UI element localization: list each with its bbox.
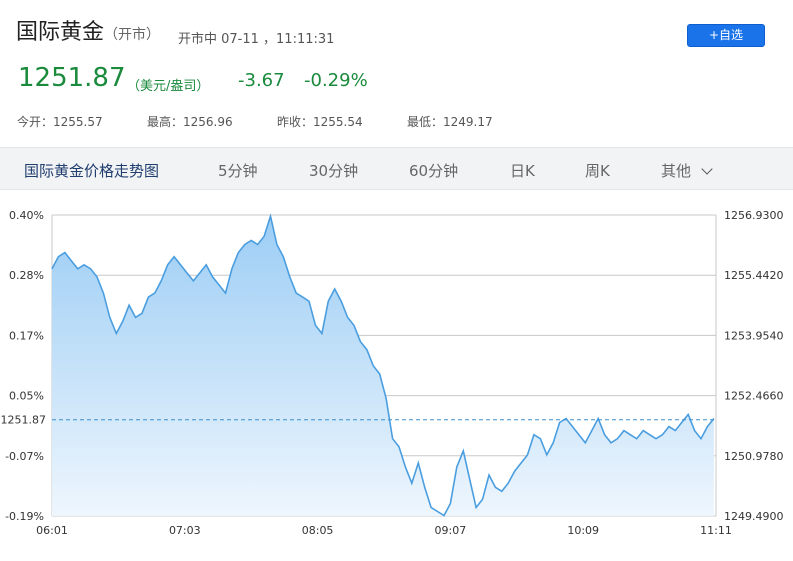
price-area-fill	[52, 216, 714, 516]
tab-other-label: 其他	[661, 162, 692, 180]
current-price: 1251.87	[18, 63, 126, 93]
y-left-tick-label: 0.40%	[9, 209, 44, 222]
y-left-tick-label: -0.19%	[5, 510, 44, 523]
price-change: -3.67	[238, 70, 285, 91]
tab-60min[interactable]: 60分钟	[409, 162, 459, 180]
price-unit: （美元/盎司）	[127, 79, 210, 94]
stat-high: 最高：1256.96	[147, 115, 233, 129]
market-state-label: （开市）	[104, 27, 161, 43]
current-price-marker-label: 1251.87	[1, 414, 47, 427]
stat-prev-close: 昨收：1255.54	[277, 115, 363, 129]
stat-open: 今开：1255.57	[17, 115, 103, 129]
y-left-tick-label: 0.17%	[9, 329, 44, 342]
price-change-percent: -0.29%	[304, 70, 368, 91]
y-left-tick-label: 0.28%	[9, 269, 44, 282]
tab-daily-k[interactable]: 日K	[510, 162, 535, 180]
market-status-time: 开市中 07-11 ，11:11:31	[178, 32, 335, 47]
tab-price-trend[interactable]: 国际黄金价格走势图	[24, 162, 160, 180]
y-axis-left-labels: 0.40% 0.28% 0.17% 0.05% -0.07% -0.19%	[5, 209, 44, 523]
y-left-tick-label: 0.05%	[9, 390, 44, 403]
x-tick-label: 11:11	[700, 524, 732, 537]
stat-low: 最低：1249.17	[407, 115, 493, 129]
price-line	[51, 213, 715, 517]
y-right-tick-label: 1250.9780	[724, 450, 784, 463]
tab-weekly-k[interactable]: 周K	[585, 162, 610, 180]
x-tick-label: 08:05	[302, 524, 334, 537]
y-right-tick-label: 1256.9300	[724, 209, 784, 222]
instrument-name: 国际黄金	[16, 20, 105, 45]
tab-5min[interactable]: 5分钟	[218, 162, 258, 180]
add-to-watchlist-button[interactable]: +自选	[687, 24, 765, 47]
y-right-tick-label: 1255.4420	[724, 269, 784, 282]
chart-period-tabs: 国际黄金价格走势图 5分钟 30分钟 60分钟 日K 周K 其他	[0, 147, 793, 190]
page-title: 国际黄金（开市）	[16, 14, 160, 46]
x-tick-label: 09:07	[435, 524, 467, 537]
x-tick-label: 10:09	[567, 524, 599, 537]
x-tick-label: 06:01	[36, 524, 68, 537]
tab-other[interactable]: 其他	[661, 160, 713, 181]
tab-30min[interactable]: 30分钟	[309, 162, 359, 180]
x-axis-labels: 06:01 07:03 08:05 09:07 10:09 11:11	[36, 524, 732, 537]
y-right-tick-label: 1252.4660	[724, 390, 784, 403]
y-left-tick-label: -0.07%	[5, 450, 44, 463]
x-tick-label: 07:03	[169, 524, 201, 537]
y-right-tick-label: 1253.9540	[724, 329, 784, 342]
y-right-tick-label: 1249.4900	[724, 510, 784, 523]
y-axis-right-labels: 1256.9300 1255.4420 1253.9540 1252.4660 1250…	[724, 209, 784, 523]
